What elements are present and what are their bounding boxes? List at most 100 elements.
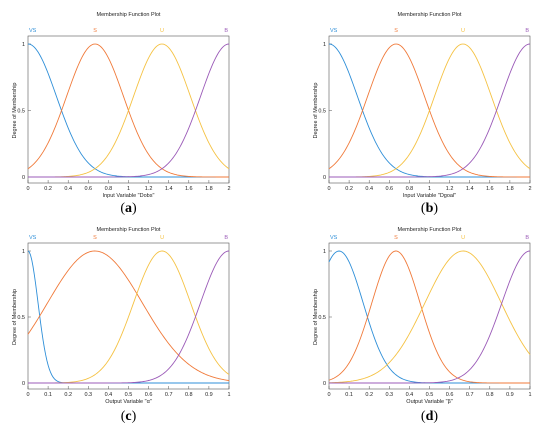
x-tick-label: 0.1: [345, 392, 353, 398]
chart-title: Membership Function Plot: [398, 12, 462, 18]
mf-label-u: U: [461, 28, 465, 34]
mf-curve-vs: [328, 250, 530, 384]
x-tick-label: 0.8: [406, 186, 414, 192]
x-tick-label: 1.6: [486, 186, 494, 192]
y-axis-label: Degree of Membership: [313, 83, 319, 139]
y-tick-label: 0.5: [17, 315, 25, 321]
y-tick-label: 1: [22, 42, 25, 48]
x-tick-label: 0.3: [385, 392, 393, 398]
x-tick-label: 0.9: [205, 392, 213, 398]
chart-panel-b: Membership Function Plot 0 0.2 0.4 0.6 0.8 1 1.…: [313, 12, 532, 216]
mf-curve-b: [329, 250, 531, 384]
x-axis-label: Input Variable "Dgoal": [403, 193, 456, 199]
x-tick-label: 0.4: [105, 392, 113, 398]
mf-label-u: U: [461, 235, 465, 241]
panel-letter: b: [426, 201, 434, 216]
mf-curve-u: [28, 250, 230, 384]
chart-panel-c: Membership Function Plot 0 0.1 0.2 0.3 0.4 0.5…: [12, 227, 231, 424]
x-tick-label: 0.2: [44, 186, 52, 192]
x-tick-label: 0.7: [466, 392, 474, 398]
x-tick-label: 1.8: [205, 186, 213, 192]
chart-title: Membership Function Plot: [398, 227, 462, 233]
x-tick-label: 0.2: [365, 392, 373, 398]
x-tick-label: 0.6: [385, 186, 393, 192]
y-tick-label: 0.5: [17, 109, 25, 115]
x-axis-label: Input Variable "Dobs": [103, 193, 155, 199]
x-tick-label: 1: [528, 392, 531, 398]
x-tick-label: 0.3: [84, 392, 92, 398]
x-tick-label: 0: [26, 392, 29, 398]
y-tick-label: 0: [323, 175, 326, 181]
mf-label-s: S: [93, 28, 97, 34]
x-tick-label: 0.2: [345, 186, 353, 192]
mf-label-vs: VS: [29, 235, 37, 241]
panel-letter: d: [426, 409, 434, 424]
x-tick-label: 2: [227, 186, 230, 192]
mf-curve-s: [27, 250, 230, 382]
x-tick-label: 0.6: [145, 392, 153, 398]
x-tick-label: 1.8: [506, 186, 514, 192]
y-axis-label: Degree of Membership: [12, 83, 18, 139]
mf-label-s: S: [394, 235, 398, 241]
y-tick-label: 0: [323, 381, 326, 387]
x-tick-label: 0.8: [486, 392, 494, 398]
chart-panel-a: Membership Function Plot 0 0.2 0.4 0.6 0.8 1 1.…: [12, 12, 231, 216]
y-tick-label: 1: [323, 249, 326, 255]
y-tick-label: 1: [22, 249, 25, 255]
mf-label-b: B: [224, 235, 228, 241]
x-tick-label: 0: [26, 186, 29, 192]
panel-label: (b): [421, 201, 438, 216]
x-tick-label: 1: [428, 186, 431, 192]
x-tick-label: 1: [227, 392, 230, 398]
mf-label-vs: VS: [29, 28, 37, 34]
y-tick-label: 0: [22, 381, 25, 387]
y-tick-label: 0.5: [318, 315, 326, 321]
panel-label: (a): [120, 201, 137, 216]
x-tick-label: 0.5: [426, 392, 434, 398]
y-tick-label: 1: [323, 42, 326, 48]
x-tick-label: 1.6: [185, 186, 193, 192]
x-axis-label: Output Variable "β": [406, 399, 452, 405]
x-axis-label: Output Variable "α": [105, 399, 151, 405]
x-tick-label: 0.1: [44, 392, 52, 398]
mf-curve-b: [329, 43, 531, 178]
x-tick-label: 0.4: [64, 186, 72, 192]
y-tick-label: 0.5: [318, 109, 326, 115]
mf-curve-u: [28, 43, 230, 178]
x-tick-label: 1: [127, 186, 130, 192]
x-tick-label: 0.2: [64, 392, 72, 398]
mf-label-vs: VS: [330, 235, 338, 241]
x-tick-label: 0.8: [185, 392, 193, 398]
mf-label-s: S: [394, 28, 398, 34]
mf-label-u: U: [160, 235, 164, 241]
chart-title: Membership Function Plot: [97, 227, 161, 233]
panel-label: (c): [121, 409, 137, 424]
mf-label-u: U: [160, 28, 164, 34]
mf-curve-u: [329, 43, 531, 178]
x-tick-label: 1.2: [446, 186, 454, 192]
chart-panel-d: Membership Function Plot 0 0.1 0.2 0.3 0.4 0.5…: [313, 227, 532, 424]
mf-curve-b: [28, 250, 230, 384]
x-tick-label: 2: [528, 186, 531, 192]
x-tick-label: 1.4: [165, 186, 173, 192]
mf-label-b: B: [525, 28, 529, 34]
x-tick-label: 0.6: [84, 186, 92, 192]
panel-letter: a: [125, 201, 132, 216]
x-tick-label: 1.2: [145, 186, 153, 192]
x-tick-label: 0.5: [125, 392, 133, 398]
chart-title: Membership Function Plot: [97, 12, 161, 18]
mf-curve-b: [28, 43, 230, 178]
x-tick-label: 0.4: [406, 392, 414, 398]
x-tick-label: 0: [327, 392, 330, 398]
y-axis-label: Degree of Membership: [12, 289, 18, 345]
mf-label-b: B: [224, 28, 228, 34]
x-tick-label: 0.7: [165, 392, 173, 398]
x-tick-label: 0: [327, 186, 330, 192]
panel-letter: c: [125, 409, 131, 424]
y-axis-label: Degree of Membership: [313, 289, 319, 345]
mf-curve-s: [328, 250, 530, 384]
y-tick-label: 0: [22, 175, 25, 181]
mf-label-s: S: [93, 235, 97, 241]
x-tick-label: 0.9: [506, 392, 514, 398]
